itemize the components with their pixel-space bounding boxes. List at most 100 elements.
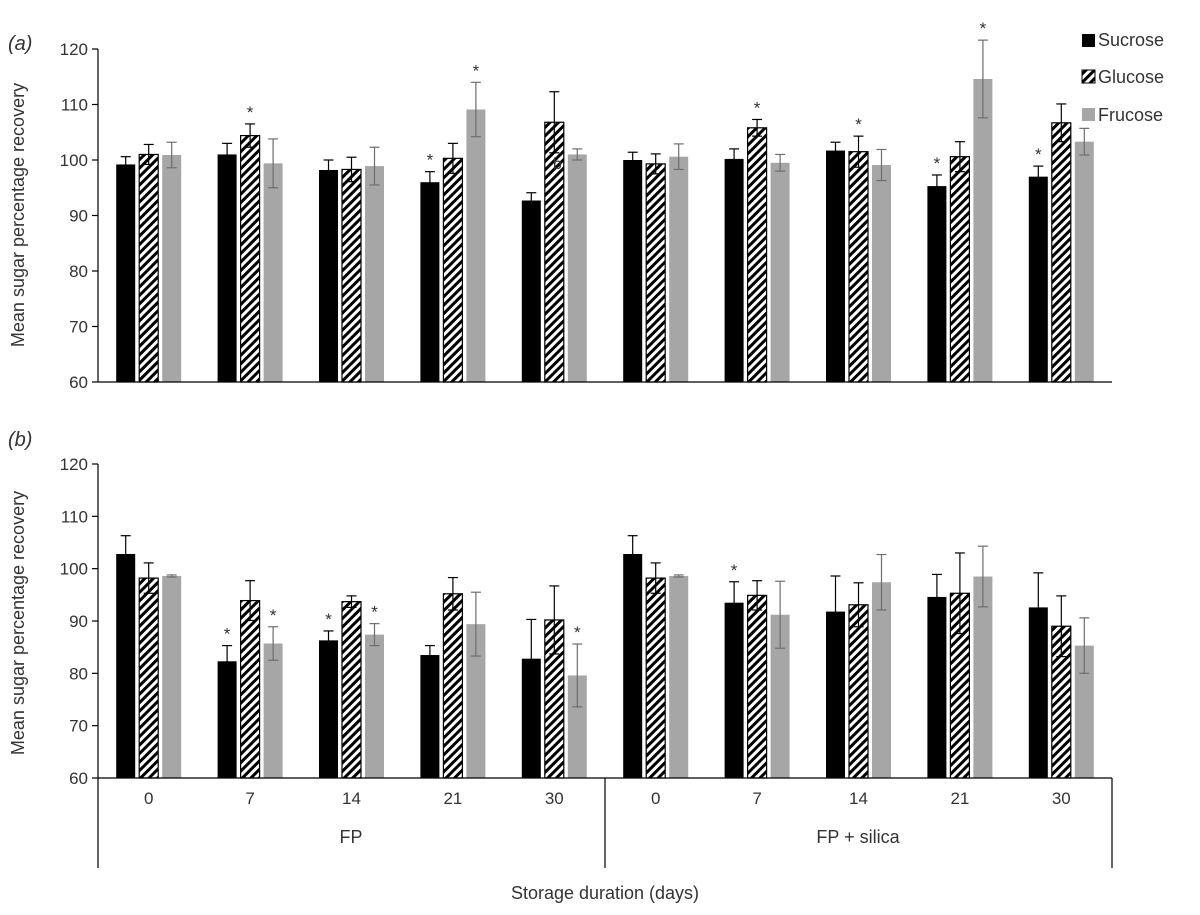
y-tick-label: 90 — [69, 612, 88, 631]
category-label: 14 — [342, 789, 361, 808]
y-axis-title-b: Mean sugar percentage recovery — [8, 491, 28, 755]
significance-star: * — [427, 151, 434, 170]
bar-sucrose — [521, 658, 541, 778]
bar-glucose — [645, 163, 666, 383]
bar-glucose — [341, 168, 362, 383]
significance-star: * — [247, 103, 254, 122]
bar-glucose — [442, 157, 463, 383]
bar-glucose — [138, 153, 159, 383]
bar-glucose — [240, 134, 261, 383]
bar-frucose — [365, 166, 384, 382]
x-axis-title: Storage duration (days) — [511, 883, 699, 903]
bars-a: * * * * * * * * b — [116, 19, 1094, 383]
y-tick-label: 110 — [61, 507, 88, 526]
y-tick-label: 120 — [60, 455, 88, 474]
legend-label-sucrose: Sucrose — [1098, 30, 1164, 50]
category-label: 30 — [545, 789, 564, 808]
bar-glucose — [746, 594, 768, 779]
category-label: 0 — [144, 789, 153, 808]
bar-glucose — [949, 156, 971, 383]
significance-star: * — [934, 154, 941, 173]
bar-frucose — [162, 155, 182, 382]
bar-frucose — [973, 576, 993, 778]
bar-glucose — [442, 593, 463, 779]
y-tick-label: 110 — [61, 96, 88, 115]
y-tick-label: 70 — [69, 717, 88, 736]
significance-star: * — [731, 561, 738, 580]
bar-glucose — [848, 604, 869, 779]
bar-sucrose — [623, 554, 643, 778]
bar-frucose — [466, 624, 486, 778]
legend-swatch-glucose — [1081, 69, 1096, 84]
bar-sucrose — [116, 164, 136, 382]
legend-swatch-sucrose — [1082, 34, 1095, 47]
significance-star: * — [325, 610, 332, 629]
bar-frucose — [466, 109, 486, 383]
category-label: 21 — [443, 789, 462, 808]
bar-sucrose — [420, 655, 440, 778]
y-tick-label: 70 — [69, 318, 88, 337]
significance-star: * — [473, 61, 480, 80]
bar-sucrose — [319, 169, 338, 382]
bar-glucose — [848, 151, 869, 383]
y-tick-label: 90 — [69, 207, 88, 226]
bar-sucrose — [826, 150, 845, 382]
bar-frucose — [872, 164, 891, 382]
bar-frucose — [669, 575, 689, 778]
annotation-label: b — [553, 156, 562, 173]
bar-sucrose — [1028, 607, 1048, 778]
bar-sucrose — [521, 200, 541, 382]
bar-glucose — [341, 601, 362, 779]
y-axis-ticks-a: 60 70 80 90 100 110 120 — [60, 40, 98, 392]
y-tick-label: 80 — [69, 664, 88, 683]
category-label: 0 — [651, 789, 660, 808]
category-labels-b: 0 7 14 21 30 0 7 14 21 30 — [144, 789, 1071, 808]
bar-frucose — [872, 582, 891, 778]
bar-glucose — [645, 577, 666, 779]
bar-frucose — [365, 634, 384, 778]
y-tick-label: 60 — [69, 373, 88, 392]
y-tick-label: 120 — [60, 40, 88, 59]
bar-frucose — [973, 78, 993, 382]
bar-frucose — [770, 614, 790, 778]
significance-star: * — [224, 625, 231, 644]
panel-label-a: (a) — [8, 33, 32, 55]
bar-sucrose — [116, 554, 136, 778]
bar-glucose — [746, 127, 768, 383]
bar-sucrose — [420, 182, 440, 382]
x-axis-b: 0 7 14 21 30 0 7 14 21 30 FP FP + silica Storage … — [97, 778, 1113, 903]
bar-sucrose — [724, 158, 744, 382]
bar-sucrose — [217, 661, 237, 778]
panel-b: (b) Mean sugar percentage recovery 60708… — [8, 429, 1113, 903]
category-label: 14 — [849, 789, 868, 808]
significance-star: * — [980, 19, 987, 38]
y-tick-label: 100 — [60, 560, 88, 579]
significance-star: * — [1035, 145, 1042, 164]
bar-sucrose — [826, 611, 845, 778]
y-tick-label: 80 — [69, 262, 88, 281]
category-label: 7 — [752, 789, 761, 808]
y-tick-label: 100 — [60, 151, 88, 170]
legend-label-frucose: Frucose — [1098, 105, 1163, 125]
bar-sucrose — [319, 640, 338, 778]
significance-star: * — [270, 606, 277, 625]
bar-frucose — [1074, 141, 1094, 382]
significance-star: * — [574, 623, 581, 642]
bar-frucose — [669, 156, 689, 382]
y-axis-title-a: Mean sugar percentage recovery — [8, 83, 28, 347]
bar-sucrose — [1028, 176, 1048, 382]
legend-label-glucose: Glucose — [1098, 67, 1164, 87]
bar-sucrose — [927, 186, 947, 382]
category-label: 30 — [1052, 789, 1071, 808]
bar-glucose — [138, 577, 159, 779]
bar-frucose — [567, 675, 587, 778]
y-tick-label: 60 — [69, 769, 88, 788]
bar-sucrose — [623, 160, 643, 382]
bar-sucrose — [724, 602, 744, 778]
significance-star: * — [754, 98, 761, 117]
y-axis-ticks-b: 60 70 80 90 100 110 120 — [60, 455, 98, 788]
category-label: 7 — [245, 789, 254, 808]
panel-a: (a) Mean sugar percentage recovery 60 70 8… — [8, 19, 1164, 392]
bar-frucose — [263, 643, 283, 778]
